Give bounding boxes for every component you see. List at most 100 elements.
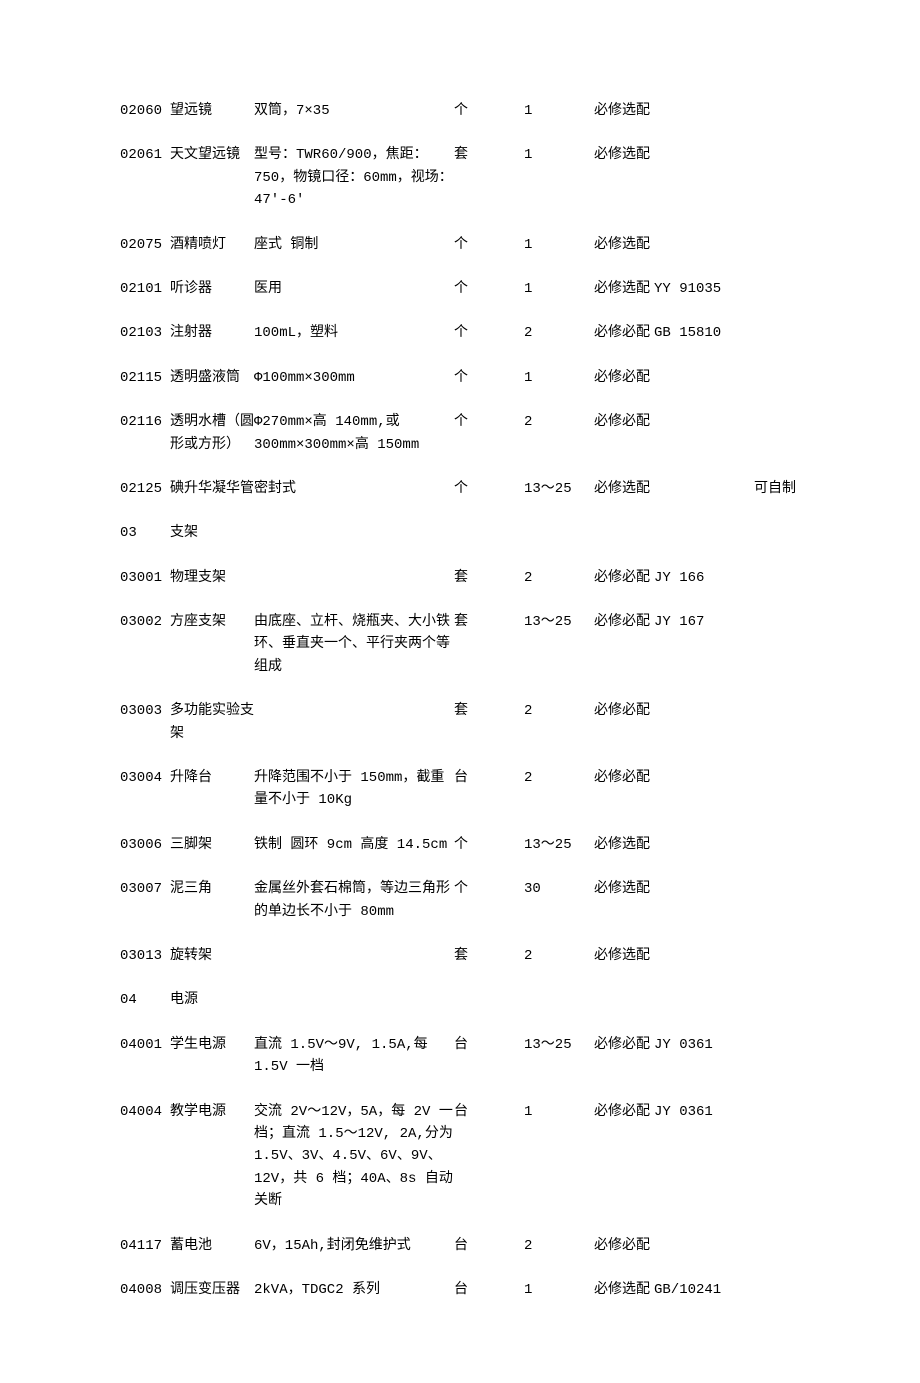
unit-cell: 台 (454, 1101, 524, 1123)
standard-cell: GB 15810 (654, 322, 754, 344)
code-cell: 04001 (120, 1034, 170, 1056)
name-cell: 天文望远镜 (170, 144, 254, 166)
qty-cell: 1 (524, 100, 594, 122)
code-cell: 03006 (120, 834, 170, 856)
table-row: 03支架 (120, 522, 900, 544)
table-row: 03002方座支架由底座、立杆、烧瓶夹、大小铁环、垂直夹一个、平行夹两个等组成套… (120, 611, 900, 678)
qty-cell: 2 (524, 1235, 594, 1257)
note-cell: 可自制 (754, 478, 804, 500)
table-row: 02103注射器100mL，塑料个2必修必配GB 15810 (120, 322, 900, 344)
table-row: 03006三脚架铁制 圆环 9cm 高度 14.5cm个13～25必修选配 (120, 834, 900, 856)
spec-cell: Φ270mm×高 140mm,或300mm×300mm×高 150mm (254, 411, 454, 456)
spec-cell: 2kVA，TDGC2 系列 (254, 1279, 454, 1301)
qty-cell: 30 (524, 878, 594, 900)
category-cell: 必修必配 (594, 700, 654, 722)
name-cell: 酒精喷灯 (170, 234, 254, 256)
qty-cell: 2 (524, 767, 594, 789)
spec-cell: 密封式 (254, 478, 454, 500)
name-cell: 支架 (170, 522, 254, 544)
spec-cell: 由底座、立杆、烧瓶夹、大小铁环、垂直夹一个、平行夹两个等组成 (254, 611, 454, 678)
qty-cell: 13～25 (524, 611, 594, 633)
qty-cell: 1 (524, 1279, 594, 1301)
category-cell: 必修必配 (594, 367, 654, 389)
unit-cell: 套 (454, 567, 524, 589)
unit-cell: 套 (454, 945, 524, 967)
table-row: 03007泥三角金属丝外套石棉筒，等边三角形的单边长不小于 80mm个30必修选… (120, 878, 900, 923)
table-row: 02061天文望远镜型号：TWR60/900，焦距：750，物镜口径：60mm，… (120, 144, 900, 211)
category-cell: 必修选配 (594, 100, 654, 122)
name-cell: 升降台 (170, 767, 254, 789)
spec-cell: 100mL，塑料 (254, 322, 454, 344)
spec-cell: 金属丝外套石棉筒，等边三角形的单边长不小于 80mm (254, 878, 454, 923)
name-cell: 望远镜 (170, 100, 254, 122)
code-cell: 02116 (120, 411, 170, 433)
qty-cell: 1 (524, 1101, 594, 1123)
name-cell: 调压变压器 (170, 1279, 254, 1301)
code-cell: 02060 (120, 100, 170, 122)
qty-cell: 1 (524, 367, 594, 389)
unit-cell: 台 (454, 1279, 524, 1301)
spec-cell: Φ100mm×300mm (254, 367, 454, 389)
code-cell: 02101 (120, 278, 170, 300)
table-row: 02075酒精喷灯座式 铜制个1必修选配 (120, 234, 900, 256)
unit-cell: 个 (454, 478, 524, 500)
code-cell: 02061 (120, 144, 170, 166)
name-cell: 蓄电池 (170, 1235, 254, 1257)
spec-cell: 升降范围不小于 150mm，截重量不小于 10Kg (254, 767, 454, 812)
qty-cell: 1 (524, 144, 594, 166)
unit-cell: 个 (454, 367, 524, 389)
unit-cell: 个 (454, 878, 524, 900)
table-row: 04117蓄电池6V，15Ah,封闭免维护式台2必修必配 (120, 1235, 900, 1257)
category-cell: 必修选配 (594, 878, 654, 900)
unit-cell: 个 (454, 234, 524, 256)
spec-cell: 医用 (254, 278, 454, 300)
code-cell: 02115 (120, 367, 170, 389)
qty-cell: 2 (524, 411, 594, 433)
table-row: 04电源 (120, 989, 900, 1011)
table-row: 02115透明盛液筒Φ100mm×300mm个1必修必配 (120, 367, 900, 389)
table-row: 02116透明水槽（圆形或方形）Φ270mm×高 140mm,或300mm×30… (120, 411, 900, 456)
code-cell: 04117 (120, 1235, 170, 1257)
qty-cell: 13～25 (524, 1034, 594, 1056)
table-row: 02101听诊器医用个1必修选配YY 91035 (120, 278, 900, 300)
code-cell: 04004 (120, 1101, 170, 1123)
name-cell: 电源 (170, 989, 254, 1011)
spec-cell: 座式 铜制 (254, 234, 454, 256)
standard-cell: JY 166 (654, 567, 754, 589)
unit-cell: 台 (454, 1235, 524, 1257)
name-cell: 物理支架 (170, 567, 254, 589)
table-row: 03001物理支架套2必修必配JY 166 (120, 567, 900, 589)
code-cell: 02103 (120, 322, 170, 344)
spec-cell: 6V，15Ah,封闭免维护式 (254, 1235, 454, 1257)
unit-cell: 套 (454, 700, 524, 722)
unit-cell: 台 (454, 1034, 524, 1056)
name-cell: 教学电源 (170, 1101, 254, 1123)
category-cell: 必修必配 (594, 611, 654, 633)
code-cell: 03001 (120, 567, 170, 589)
table-row: 04004教学电源交流 2V～12V，5A，每 2V 一档；直流 1.5～12V… (120, 1101, 900, 1213)
category-cell: 必修选配 (594, 478, 654, 500)
unit-cell: 台 (454, 767, 524, 789)
table-row: 04008调压变压器2kVA，TDGC2 系列台1必修选配GB/10241 (120, 1279, 900, 1301)
name-cell: 注射器 (170, 322, 254, 344)
code-cell: 04 (120, 989, 170, 1011)
qty-cell: 13～25 (524, 834, 594, 856)
code-cell: 03 (120, 522, 170, 544)
category-cell: 必修选配 (594, 1279, 654, 1301)
category-cell: 必修必配 (594, 1034, 654, 1056)
name-cell: 碘升华凝华管 (170, 478, 254, 500)
code-cell: 03007 (120, 878, 170, 900)
code-cell: 02125 (120, 478, 170, 500)
qty-cell: 2 (524, 945, 594, 967)
code-cell: 03003 (120, 700, 170, 722)
name-cell: 多功能实验支架 (170, 700, 254, 745)
unit-cell: 个 (454, 278, 524, 300)
name-cell: 旋转架 (170, 945, 254, 967)
category-cell: 必修选配 (594, 945, 654, 967)
unit-cell: 个 (454, 322, 524, 344)
category-cell: 必修必配 (594, 322, 654, 344)
spec-cell: 铁制 圆环 9cm 高度 14.5cm (254, 834, 454, 856)
name-cell: 方座支架 (170, 611, 254, 633)
standard-cell: JY 167 (654, 611, 754, 633)
name-cell: 三脚架 (170, 834, 254, 856)
